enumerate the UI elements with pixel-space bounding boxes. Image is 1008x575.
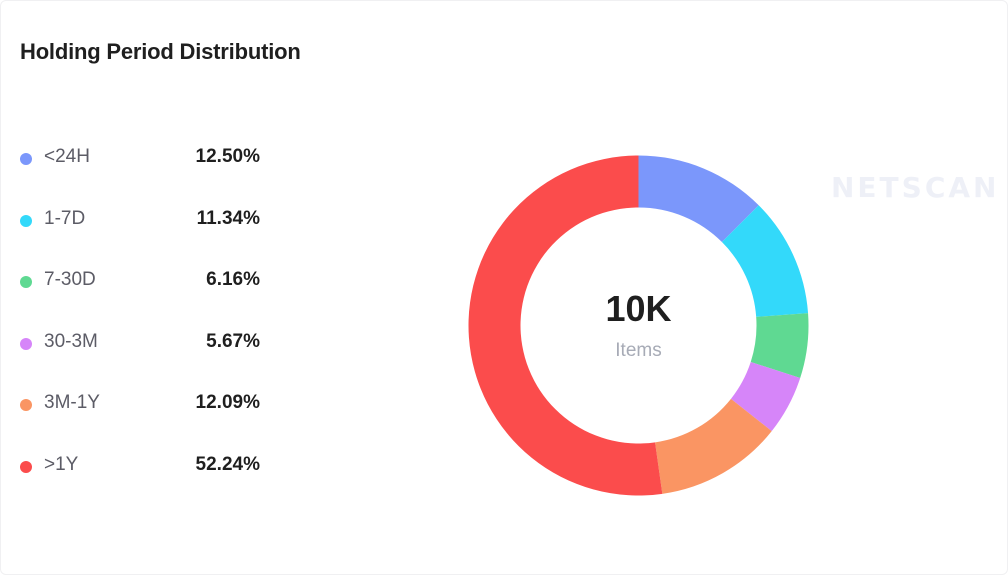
center-total-label: Items xyxy=(615,340,662,361)
legend-swatch xyxy=(20,214,32,227)
donut-slice[interactable] xyxy=(655,398,772,494)
legend-label: <24H xyxy=(44,146,90,167)
legend-swatch xyxy=(20,153,32,165)
center-total-value: 10K xyxy=(605,288,672,329)
donut-slice[interactable] xyxy=(750,313,809,379)
legend-label: >1Y xyxy=(44,453,79,475)
legend-value: 5.67% xyxy=(206,330,260,352)
netscan-watermark-logo: NETSCAN xyxy=(831,171,1000,204)
legend-value: 12.50% xyxy=(195,146,260,167)
donut-chart xyxy=(468,155,809,496)
legend-value: 6.16% xyxy=(206,269,260,291)
chart-legend: <24H 12.50% 1-7D 11.34% 7-30D 6.16% 30-3M 5.67%… xyxy=(20,141,260,511)
legend-item[interactable]: 1-7D 11.34% xyxy=(20,203,260,265)
donut-slice[interactable] xyxy=(721,205,809,317)
legend-label: 30-3M xyxy=(44,330,98,352)
donut-slice[interactable] xyxy=(730,361,801,432)
legend-label: 7-30D xyxy=(44,269,96,291)
legend-label: 3M-1Y xyxy=(44,392,100,414)
legend-value: 11.34% xyxy=(196,207,260,229)
donut-chart-container: 10K Items xyxy=(468,155,809,496)
legend-swatch xyxy=(20,460,32,473)
card-title: Holding Period Distribution xyxy=(20,39,301,64)
legend-item[interactable]: >1Y 52.24% xyxy=(20,449,260,511)
donut-slice[interactable] xyxy=(468,155,663,496)
legend-item[interactable]: <24H 12.50% xyxy=(20,141,260,203)
legend-value: 52.24% xyxy=(195,453,260,475)
legend-item[interactable]: 3M-1Y 12.09% xyxy=(20,387,260,449)
legend-swatch xyxy=(20,399,32,412)
legend-swatch xyxy=(20,337,32,350)
legend-value: 12.09% xyxy=(195,392,260,414)
legend-item[interactable]: 30-3M 5.67% xyxy=(20,326,260,388)
donut-slice[interactable] xyxy=(638,155,759,243)
legend-label: 1-7D xyxy=(44,207,86,229)
legend-swatch xyxy=(20,276,32,289)
legend-item[interactable]: 7-30D 6.16% xyxy=(20,264,260,326)
